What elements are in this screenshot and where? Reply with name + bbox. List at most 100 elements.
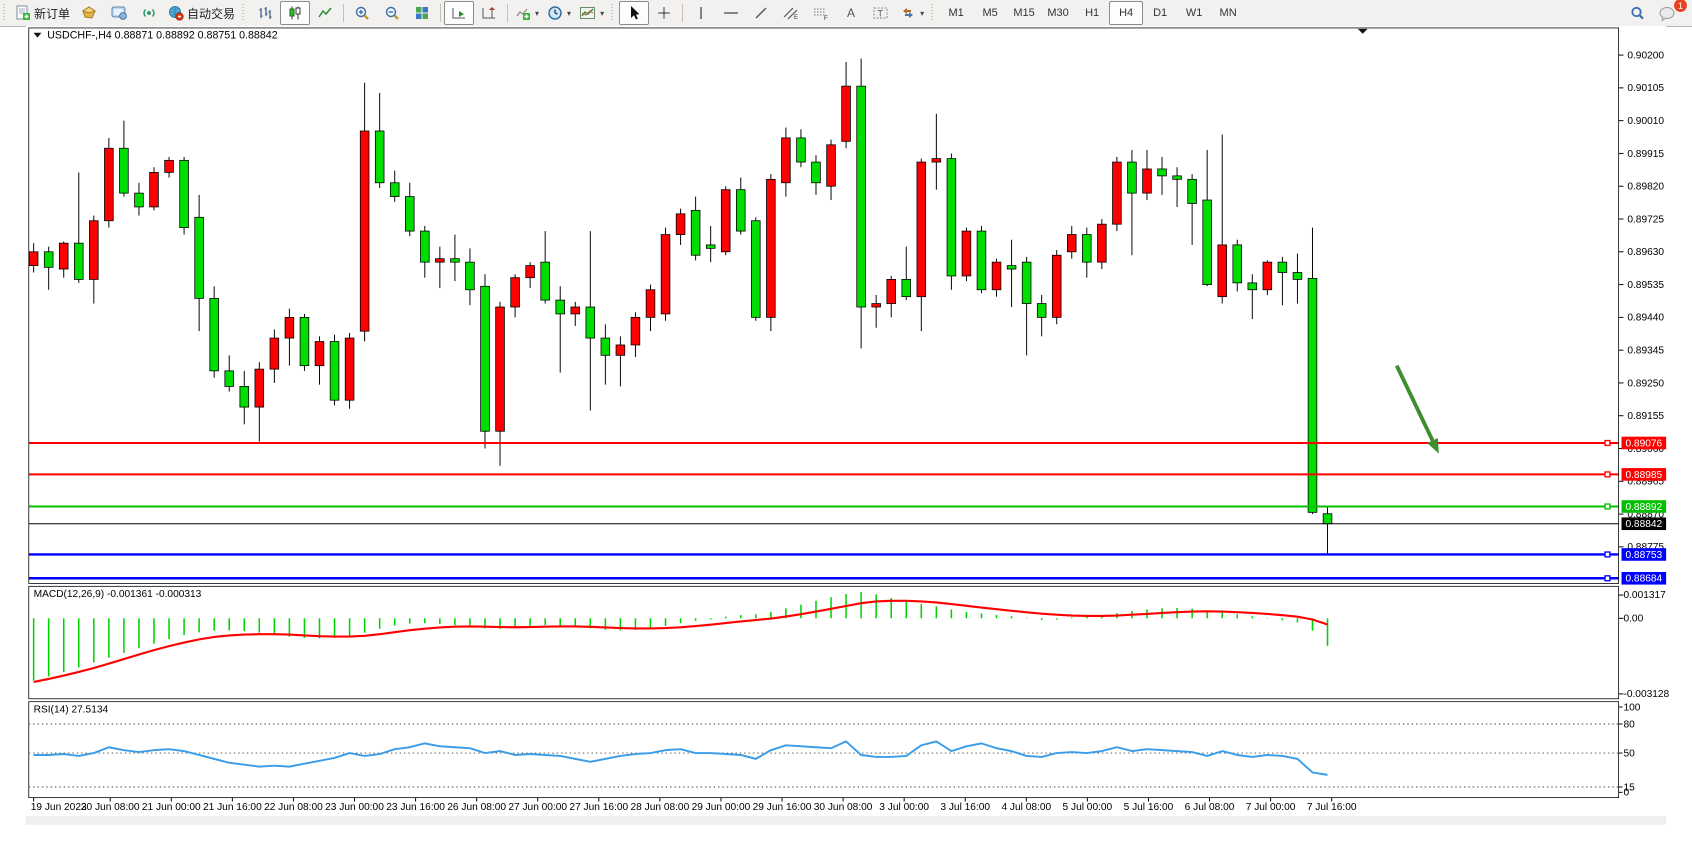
arrow-objects-icon <box>903 8 914 18</box>
signals-button[interactable] <box>134 1 164 25</box>
svg-text:0.88842: 0.88842 <box>1625 519 1662 530</box>
svg-text:0.90105: 0.90105 <box>1627 83 1664 94</box>
svg-text:0.89250: 0.89250 <box>1627 378 1664 389</box>
new-order-button[interactable]: 新订单 <box>11 1 74 25</box>
date-axis-label: 23 Jun 00:00 <box>325 802 384 813</box>
zoom-out-icon <box>385 6 399 20</box>
trendline-tool-button[interactable] <box>746 1 776 25</box>
timeframe-button-MN[interactable]: MN <box>1219 7 1237 19</box>
date-axis-label: 29 Jun 16:00 <box>753 802 812 813</box>
terminal-button[interactable] <box>104 1 134 25</box>
auto-trading-button[interactable]: 自动交易 <box>164 1 239 25</box>
toolbar-grip[interactable] <box>242 4 248 22</box>
svg-text:0.88753: 0.88753 <box>1625 550 1662 561</box>
timeframe-button-H4[interactable]: H4 <box>1109 1 1144 25</box>
timeframe-button-M15[interactable]: M15 <box>1013 7 1035 19</box>
svg-text:0.89820: 0.89820 <box>1627 182 1664 193</box>
templates-button[interactable]: ▾ <box>575 1 608 25</box>
search-button[interactable] <box>1622 1 1652 25</box>
signal-icon <box>143 8 155 18</box>
svg-text:0.90200: 0.90200 <box>1627 50 1664 61</box>
svg-text:0.89345: 0.89345 <box>1627 346 1664 357</box>
bar-chart-icon <box>259 7 272 19</box>
arrows-tool-button[interactable]: ▾ <box>896 1 928 25</box>
toolbar-grip[interactable] <box>3 4 8 22</box>
date-axis-label: 5 Jul 16:00 <box>1124 802 1174 813</box>
crosshair-icon <box>658 7 671 19</box>
timeframe-button-H1[interactable]: H1 <box>1085 7 1100 19</box>
label-tool-button[interactable]: T <box>866 1 896 25</box>
chevron-down-icon: ▾ <box>567 8 572 18</box>
chevron-down-icon: ▾ <box>535 8 540 18</box>
fibonacci-icon: F <box>814 8 828 21</box>
periods-button[interactable]: ▾ <box>543 1 575 25</box>
channel-tool-button[interactable]: E <box>776 1 806 25</box>
line-chart-icon <box>318 7 332 18</box>
chart-title: USDCHF-,H4 0.88871 0.88892 0.88751 0.888… <box>47 30 278 42</box>
date-axis-label: 27 Jun 16:00 <box>569 802 628 813</box>
date-axis-label: 7 Jul 16:00 <box>1307 802 1357 813</box>
date-axis-label: 5 Jul 00:00 <box>1063 802 1113 813</box>
svg-text:0: 0 <box>1623 788 1629 799</box>
chevron-down-icon: ▾ <box>920 8 925 18</box>
notification-badge: 1 <box>1673 0 1688 13</box>
svg-text:0.89060: 0.89060 <box>1627 444 1664 455</box>
date-axis-label: 6 Jul 08:00 <box>1185 802 1235 813</box>
svg-text:0.89915: 0.89915 <box>1627 149 1664 160</box>
chevron-down-icon: ▾ <box>600 8 605 18</box>
svg-text:F: F <box>824 16 828 21</box>
date-axis-label: 21 Jun 00:00 <box>142 802 201 813</box>
svg-text:100: 100 <box>1623 702 1640 713</box>
auto-scroll-button[interactable] <box>444 1 475 25</box>
line-chart-mode-button[interactable] <box>310 1 340 25</box>
crosshair-tool-button[interactable] <box>649 1 679 25</box>
new-order-label: 新订单 <box>34 6 71 21</box>
candlestick-mode-button[interactable] <box>280 1 311 25</box>
candlestick-icon <box>289 6 301 20</box>
chart-canvas[interactable]: 0.90200 0.90105 0.90010 0.89915 0.89820 0.897… <box>0 26 1692 850</box>
svg-text:A: A <box>847 6 855 20</box>
zoom-in-icon <box>355 6 369 20</box>
indicators-button[interactable]: ▾ <box>511 1 543 25</box>
cursor-icon <box>631 6 640 20</box>
svg-text:0.89155: 0.89155 <box>1627 411 1664 422</box>
cursor-tool-button[interactable] <box>619 1 650 25</box>
date-axis-label: 3 Jul 16:00 <box>940 802 990 813</box>
bar-chart-mode-button[interactable] <box>250 1 280 25</box>
date-axis-label: 22 Jun 08:00 <box>264 802 323 813</box>
market-watch-button[interactable] <box>74 1 104 25</box>
notifications-button[interactable]: 1 <box>1652 0 1688 25</box>
vertical-line-tool-button[interactable] <box>686 1 716 25</box>
timeframe-button-D1[interactable]: D1 <box>1153 7 1168 19</box>
search-icon <box>1630 6 1644 19</box>
chart-shift-icon <box>482 7 496 19</box>
svg-text:80: 80 <box>1623 719 1635 730</box>
svg-text:0.89440: 0.89440 <box>1627 313 1664 324</box>
date-axis-label: 27 Jun 00:00 <box>508 802 567 813</box>
toolbar-grip[interactable] <box>931 4 937 22</box>
template-icon <box>580 7 596 19</box>
svg-text:0.89630: 0.89630 <box>1627 247 1664 258</box>
svg-text:T: T <box>878 9 884 19</box>
auto-trading-label: 自动交易 <box>187 6 236 21</box>
svg-text:MACD(12,26,9) -0.001361 -0.000: MACD(12,26,9) -0.001361 -0.000313 <box>34 589 202 600</box>
tile-windows-button[interactable] <box>407 1 437 25</box>
svg-text:15: 15 <box>1623 782 1635 793</box>
svg-text:0.88684: 0.88684 <box>1625 574 1662 585</box>
fibonacci-tool-button[interactable]: F <box>806 1 836 25</box>
zoom-out-button[interactable] <box>377 1 407 25</box>
timeframe-button-M30[interactable]: M30 <box>1047 7 1069 19</box>
new-order-icon <box>16 5 30 20</box>
horizontal-line-tool-button[interactable] <box>716 1 746 25</box>
timeframe-button-M1[interactable]: M1 <box>948 7 964 19</box>
toolbar-grip[interactable] <box>611 4 617 22</box>
chat-bubble-icon <box>1659 7 1675 21</box>
timeframe-button-M5[interactable]: M5 <box>982 7 998 19</box>
zoom-in-button[interactable] <box>347 1 377 25</box>
svg-text:0.90010: 0.90010 <box>1627 116 1664 127</box>
chart-shift-button[interactable] <box>474 1 504 25</box>
clock-icon <box>548 6 562 20</box>
timeframe-button-W1[interactable]: W1 <box>1185 7 1203 19</box>
trendline-icon <box>755 7 767 19</box>
text-tool-button[interactable]: A <box>836 1 866 25</box>
